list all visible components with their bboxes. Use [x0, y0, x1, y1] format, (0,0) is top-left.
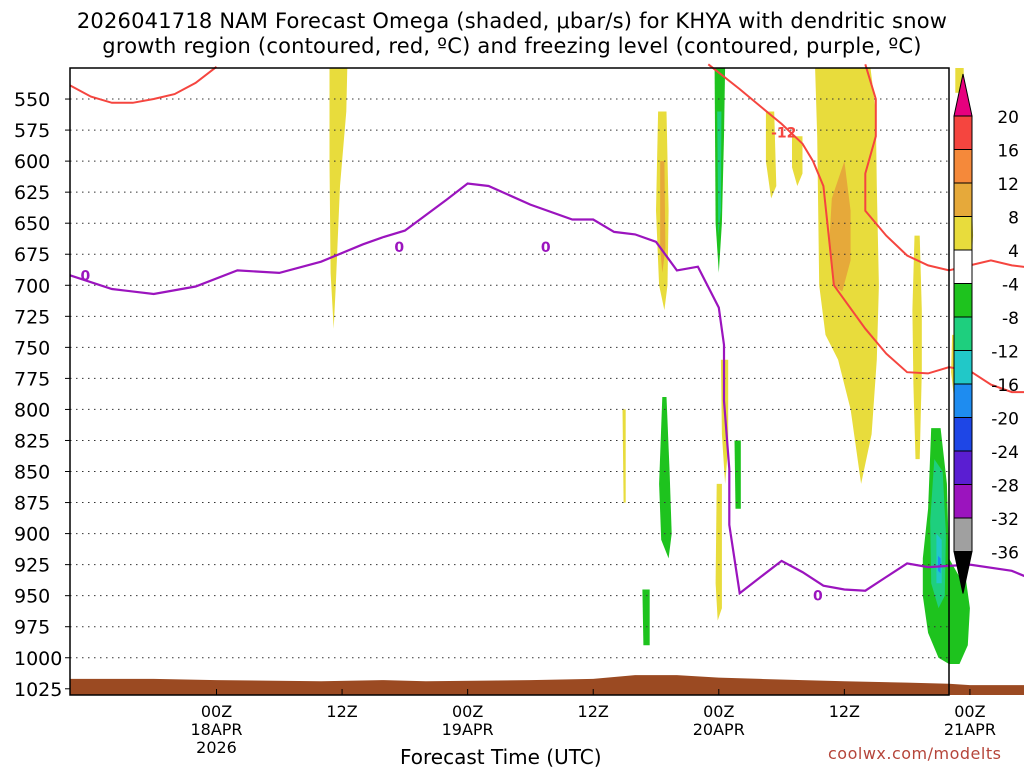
colorbar-swatch-7	[954, 351, 972, 385]
y-tick-label-1000: 1000	[14, 648, 62, 670]
colorbar-label-4: 4	[1008, 242, 1019, 262]
colorbar-label-3: 8	[1008, 209, 1019, 229]
colorbar-label-2: 12	[997, 175, 1019, 195]
terrain-area	[70, 675, 1024, 695]
omega-region-6	[766, 112, 776, 199]
freezing-level-label-1: 0	[394, 240, 404, 256]
y-tick-label-550: 550	[14, 89, 50, 111]
colorbar-swatch-1	[954, 150, 972, 184]
x-tick-label-1: 12Z	[326, 702, 357, 721]
x-tick-label-4: 00Z	[703, 702, 734, 721]
x-tick-label-0: 00Z	[201, 702, 232, 721]
omega-region-18	[735, 441, 741, 509]
colorbar-label-13: -36	[991, 544, 1019, 564]
colorbar-label-1: 16	[997, 142, 1019, 162]
colorbar-swatch-9	[954, 418, 972, 452]
colorbar-swatch-11	[954, 485, 972, 519]
x-tick-label-5: 12Z	[829, 702, 860, 721]
y-tick-label-950: 950	[14, 586, 50, 608]
y-tick-label-750: 750	[14, 337, 50, 359]
omega-region-0	[330, 68, 348, 329]
x-tick-sublabel-0-0: 18APR	[190, 720, 242, 739]
colorbar-swatch-5	[954, 284, 972, 318]
x-tick-sublabel-4-0: 20APR	[693, 720, 745, 739]
x-tick-sublabel-0-1: 2026	[196, 738, 237, 757]
omega-shading	[330, 68, 1024, 664]
colorbar-swatch-4	[954, 250, 972, 284]
dgz-contour-right	[865, 64, 1024, 270]
y-tick-label-675: 675	[14, 244, 50, 266]
y-tick-label-975: 975	[14, 617, 50, 639]
colorbar-label-0: 20	[997, 108, 1019, 128]
colorbar-label-6: -8	[1002, 309, 1019, 329]
colorbar-swatch-8	[954, 384, 972, 418]
y-tick-label-1025: 1025	[14, 679, 62, 701]
contours: -12 0 0 0 0	[70, 64, 1024, 604]
freezing-level-label-3: 0	[813, 589, 823, 605]
y-tick-label-925: 925	[14, 555, 50, 577]
colorbar-label-10: -24	[991, 443, 1019, 463]
colorbar-swatch-12	[954, 518, 972, 552]
colorbar-swatch-3	[954, 217, 972, 251]
colorbar-label-9: -20	[991, 410, 1019, 430]
y-tick-label-900: 900	[14, 524, 50, 546]
colorbar-label-11: -28	[991, 477, 1019, 497]
y-tick-label-875: 875	[14, 493, 50, 515]
colorbar-label-7: -12	[991, 343, 1019, 363]
omega-region-16	[659, 397, 672, 558]
colorbar: 20 16 12 8 4 -4 -8 -12 -16 -20 -24 -28 -32 -36	[954, 74, 1019, 594]
dgz-contour-label-0: -12	[771, 126, 796, 142]
y-tick-label-825: 825	[14, 430, 50, 452]
y-tick-label-775: 775	[14, 368, 50, 390]
omega-region-5	[716, 484, 722, 621]
freezing-level-label-2: 0	[541, 240, 551, 256]
x-tick-label-3: 12Z	[578, 702, 609, 721]
freezing-level-label-0: 0	[80, 268, 90, 284]
colorbar-swatch-6	[954, 317, 972, 351]
colorbar-label-8: -16	[991, 376, 1019, 396]
x-tick-label-6: 00Z	[954, 702, 985, 721]
y-tick-label-625: 625	[14, 182, 50, 204]
y-tick-label-850: 850	[14, 462, 50, 484]
x-tick-label-2: 00Z	[452, 702, 483, 721]
y-tick-label-700: 700	[14, 275, 50, 297]
x-tick-sublabel-6-0: 21APR	[944, 720, 996, 739]
y-tick-label-600: 600	[14, 151, 50, 173]
colorbar-swatch-2	[954, 183, 972, 217]
credit-text: coolwx.com/modelts	[828, 744, 1001, 763]
x-axis-label: Forecast Time (UTC)	[400, 745, 602, 769]
x-tick-sublabel-2-0: 19APR	[442, 720, 494, 739]
colorbar-label-5: -4	[1002, 276, 1019, 296]
y-tick-label-650: 650	[14, 213, 50, 235]
omega-region-17	[642, 590, 649, 646]
colorbar-swatch-0	[954, 116, 972, 150]
colorbar-swatch-10	[954, 451, 972, 485]
omega-region-1	[623, 409, 626, 502]
y-tick-label-725: 725	[14, 306, 50, 328]
colorbar-label-12: -32	[991, 510, 1019, 530]
y-tick-label-800: 800	[14, 399, 50, 421]
dgz-contour-upper	[70, 67, 217, 103]
terrain	[70, 675, 1024, 695]
y-tick-label-575: 575	[14, 120, 50, 142]
